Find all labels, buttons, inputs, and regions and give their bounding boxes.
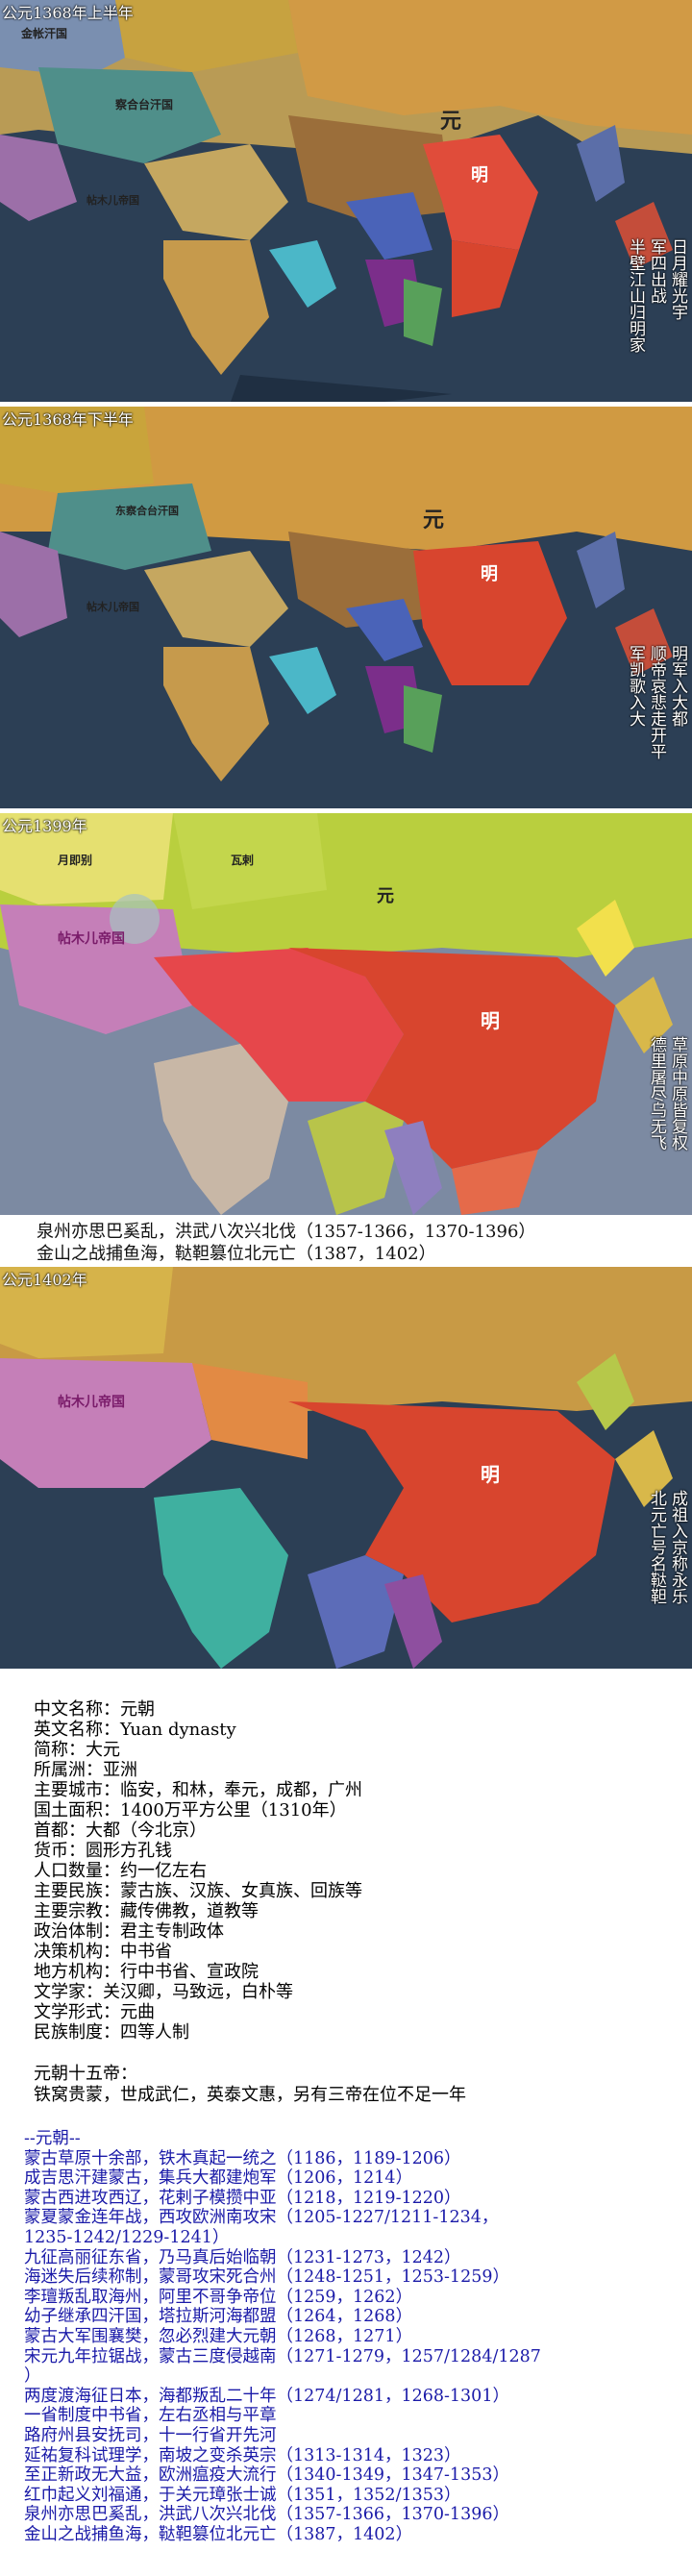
map-label-tiemuer: 帖木儿帝国	[86, 194, 139, 207]
map-1402-graphic	[0, 1267, 692, 1669]
map-verse-column-3: 半壁江山归明家	[626, 238, 645, 353]
emperors-text: 铁窝贵蒙，世成武仁，英泰文惠，另有三帝在位不足一年	[34, 2085, 466, 2105]
info-row-chinese-name: 中文名称：元朝	[34, 1699, 155, 1720]
map-1399: 公元1399年 月即别 瓦剌 帖木儿帝国 元 明 草原中原皆复权 德里屠尽乌无飞	[0, 813, 692, 1215]
info-row-currency: 货币：圆形方孔钱	[34, 1841, 172, 1861]
chronicle-line: 蒙古西进攻西辽，花剌子模攒中亚（1218，1219-1220）	[24, 2188, 461, 2208]
map-label-tiemuer: 帖木儿帝国	[86, 601, 139, 613]
chronicle-line: 泉州亦思巴奚乱，洪武八次兴北伐（1357-1366，1370-1396）	[24, 2505, 509, 2525]
map-verse-column-1: 草原中原皆复权	[668, 1036, 687, 1151]
map-verse-column-1: 成祖入京称永乐	[668, 1490, 687, 1604]
map-label-ming: 明	[471, 165, 488, 186]
info-row-short-name: 简称：大元	[34, 1740, 120, 1760]
emperors-section: 元朝十五帝： 铁窝贵蒙，世成武仁，英泰文惠，另有三帝在位不足一年	[34, 2064, 466, 2106]
chronicle-line: 蒙古草原十余部，铁木真起一统之（1186，1189-1206）	[24, 2148, 461, 2168]
map-verse-column-2: 顺帝哀悲走开平	[647, 645, 666, 759]
map-label-ming: 明	[481, 1009, 500, 1032]
caption-line-1: 泉州亦思巴奚乱，洪武八次兴北伐（1357-1366，1370-1396）	[37, 1222, 536, 1242]
map-1368b-graphic	[0, 407, 692, 808]
map-verse-column-3: 军凯歌入大	[626, 645, 645, 727]
map-year-stamp: 公元1368年下半年	[2, 410, 134, 429]
map-verse-column-2: 北元亡号名鞑靼	[647, 1490, 666, 1604]
chronicle-line: 蒙古大军围襄樊，忽必烈建大元朝（1268，1271）	[24, 2326, 413, 2346]
map-label-ming: 明	[481, 1463, 500, 1486]
map-label-jinzhang: 金帐汗国	[21, 27, 68, 40]
info-row-literary-form: 文学形式：元曲	[34, 2002, 155, 2022]
info-row-capital: 首都：大都（今北京）	[34, 1821, 207, 1841]
chronicle-line: 幼子继承四汗国，塔拉斯河海都盟（1264，1268）	[24, 2307, 413, 2327]
map-caption: 泉州亦思巴奚乱，洪武八次兴北伐（1357-1366，1370-1396） 金山之…	[0, 1216, 692, 1264]
chronicle-line: 延祐复科试理学，南坡之变杀英宗（1313-1314，1323）	[24, 2445, 461, 2465]
map-verse-column-1: 明军入大都	[668, 645, 687, 727]
chronicle-line: 九征高丽征东省，乃马真后始临朝（1231-1273，1242）	[24, 2247, 461, 2267]
map-label-yuan: 元	[377, 886, 394, 906]
info-row-cities: 主要城市：临安，和林，奉元，成都，广州	[34, 1780, 362, 1800]
map-1368-second-half: 公元1368年下半年 东察合台汗国 帖木儿帝国 元 明 明军入大都 顺帝哀悲走开…	[0, 407, 692, 808]
chronicle-line: 1235-1242/1229-1241）	[24, 2227, 230, 2247]
info-row-writers: 文学家：关汉卿，马致远，白朴等	[34, 1982, 293, 2002]
chronicle-line: 红巾起义刘福通，于关元璋张士诚（1351，1352/1353）	[24, 2485, 461, 2505]
map-verse-column-1: 日月耀光宇	[668, 238, 687, 320]
map-label-tiemuer: 帖木儿帝国	[58, 931, 125, 947]
map-verse-column-2: 军四出战	[647, 238, 666, 304]
chronicle-line: 海迷失后续称制，蒙哥攻宋死合州（1248-1251，1253-1259）	[24, 2267, 509, 2288]
chronicle-line: 至正新政无大益，欧洲瘟疫大流行（1340-1349，1347-1353）	[24, 2465, 509, 2486]
info-row-decision-body: 决策机构：中书省	[34, 1942, 172, 1962]
caption-line-2: 金山之战捕鱼海，鞑靼篡位北元亡（1387，1402）	[37, 1244, 436, 1264]
info-row-population: 人口数量：约一亿左右	[34, 1861, 207, 1881]
chronicle-line: 两度渡海征日本，海都叛乱二十年（1274/1281，1268-1301）	[24, 2386, 509, 2406]
map-label-ming: 明	[481, 564, 498, 584]
map-verse-column-2: 德里屠尽乌无飞	[647, 1036, 666, 1151]
info-row-religion: 主要宗教：藏传佛教，道教等	[34, 1901, 259, 1921]
map-year-stamp: 公元1399年	[2, 817, 87, 835]
map-label-waci: 瓦剌	[231, 854, 255, 867]
chronicle-line: 李璮叛乱取海州，阿里不哥争帝位（1259，1262）	[24, 2287, 413, 2307]
yuan-info-table: 中文名称：元朝 英文名称：Yuan dynasty 简称：大元 所属洲：亚洲 主…	[34, 1699, 362, 2043]
chronicle-line: 宋元九年拉锯战，蒙古三度侵越南（1271-1279，1257/1284/1287	[24, 2346, 541, 2366]
map-1368a-graphic	[0, 0, 692, 402]
info-row-continent: 所属洲：亚洲	[34, 1760, 137, 1780]
chronicle-line: ）	[24, 2366, 41, 2387]
info-row-area: 国土面积：1400万平方公里（1310年）	[34, 1800, 347, 1821]
chronicle-heading: --元朝--	[24, 2129, 81, 2148]
yuan-chronicle: --元朝-- 蒙古草原十余部，铁木真起一统之（1186，1189-1206） 成…	[24, 2129, 541, 2544]
info-row-political-system: 政治体制：君主专制政体	[34, 1921, 224, 1942]
info-row-ethnic-groups: 主要民族：蒙古族、汉族、女真族、回族等	[34, 1881, 362, 1901]
chronicle-line: 金山之战捕鱼海，鞑靼篡位北元亡（1387，1402）	[24, 2524, 413, 2544]
info-row-english-name: 英文名称：Yuan dynasty	[34, 1720, 236, 1740]
map-label-yuan: 元	[440, 109, 462, 134]
map-1368-first-half: 公元1368年上半年 金帐汗国 察合台汗国 帖木儿帝国 元 明 日月耀光宇 军四…	[0, 0, 692, 402]
map-year-stamp: 公元1368年上半年	[2, 4, 134, 22]
chronicle-line: 路府州县安抚司，十一行省开先河	[24, 2425, 277, 2445]
map-label-yuan: 元	[423, 508, 445, 533]
map-year-stamp: 公元1402年	[2, 1271, 87, 1289]
emperors-title: 元朝十五帝：	[34, 2064, 137, 2084]
map-1402: 公元1402年 帖木儿帝国 明 成祖入京称永乐 北元亡号名鞑靼	[0, 1267, 692, 1669]
map-label-tiemuer: 帖木儿帝国	[58, 1395, 125, 1410]
info-row-ethnic-system: 民族制度：四等人制	[34, 2022, 189, 2043]
map-label-yueduo: 月即别	[58, 854, 93, 867]
info-row-local-body: 地方机构：行中书省、宣政院	[34, 1962, 259, 1982]
chronicle-line: 蒙夏蒙金连年战，西攻欧洲南攻宋（1205-1227/1211-1234，	[24, 2208, 499, 2228]
chronicle-line: 一省制度中书省，左右丞相与平章	[24, 2406, 277, 2426]
chronicle-line: 成吉思汗建蒙古，集兵大都建炮军（1206，1214）	[24, 2168, 413, 2189]
map-1399-graphic	[0, 813, 692, 1215]
map-label-chahetai: 东察合台汗国	[115, 505, 179, 517]
map-label-chahetai: 察合台汗国	[115, 98, 174, 111]
